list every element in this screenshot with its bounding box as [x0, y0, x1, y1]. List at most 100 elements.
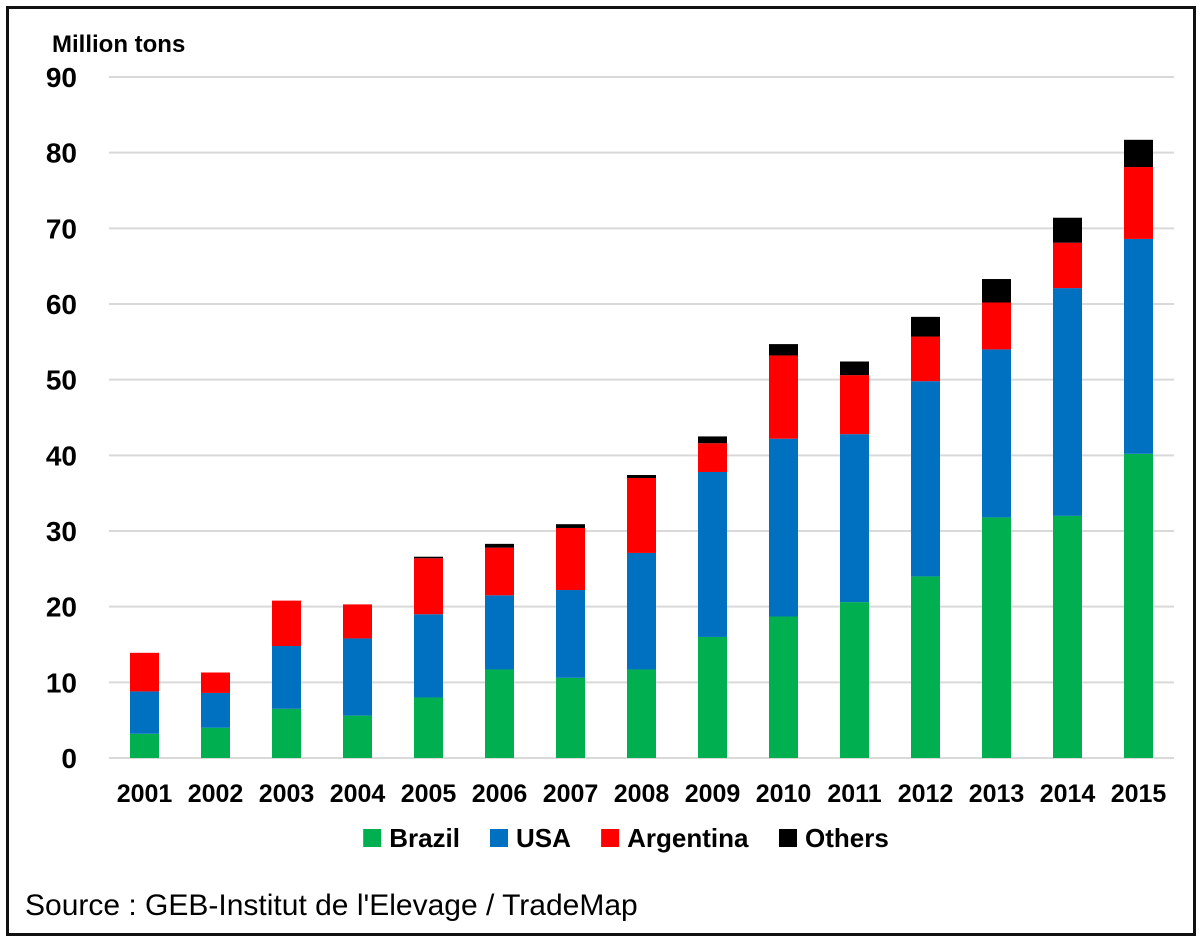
bar-usa-2013: [982, 349, 1011, 518]
bar-argentina-2009: [698, 443, 727, 472]
bar-brazil-2008: [627, 669, 656, 758]
y-tick-label: 60: [46, 289, 77, 320]
x-tick-label: 2005: [401, 780, 457, 808]
bar-usa-2010: [769, 438, 798, 617]
bar-stack-2004: [343, 604, 372, 758]
bar-usa-2007: [556, 590, 585, 678]
x-tick-label: 2013: [969, 780, 1025, 808]
bar-brazil-2013: [982, 517, 1011, 758]
bar-brazil-2005: [414, 697, 443, 758]
x-tick-label: 2003: [259, 780, 315, 808]
y-tick-label: 70: [46, 213, 77, 244]
bar-argentina-2012: [911, 336, 940, 382]
bar-usa-2006: [485, 595, 514, 670]
bar-usa-2005: [414, 614, 443, 698]
legend-label: Others: [805, 823, 889, 853]
bar-brazil-2009: [698, 636, 727, 758]
x-tick-label: 2006: [472, 780, 528, 808]
bar-others-2011: [840, 361, 869, 376]
x-tick-label: 2010: [756, 780, 812, 808]
bar-stack-2012: [911, 316, 940, 758]
bars: [130, 139, 1153, 758]
bar-argentina-2008: [627, 478, 656, 553]
y-tick-label: 80: [46, 138, 77, 169]
stacked-bar-chart: 0 10 20 30 40 50 60 70 80 90 2001 2002 2003 2004 2005…: [25, 31, 1174, 922]
x-tick-label: 2012: [898, 780, 954, 808]
bar-argentina-2001: [130, 652, 159, 692]
x-axis: 2001 2002 2003 2004 2005 2006 2007 2008 2009 2010…: [117, 780, 1167, 808]
bar-others-2012: [911, 316, 940, 337]
bar-stack-2006: [485, 543, 514, 758]
x-tick-label: 2011: [827, 780, 881, 808]
legend-label: USA: [516, 823, 571, 853]
y-tick-label: 90: [46, 62, 77, 93]
legend-swatch: [490, 829, 508, 847]
x-tick-label: 2014: [1040, 780, 1096, 808]
y-tick-label: 30: [46, 516, 77, 547]
bar-usa-2014: [1053, 288, 1082, 516]
bar-others-2013: [982, 279, 1011, 303]
x-tick-label: 2001: [117, 780, 173, 808]
bar-brazil-2007: [556, 677, 585, 758]
bar-brazil-2012: [911, 576, 940, 758]
y-axis-label: Million tons: [52, 31, 185, 58]
bar-stack-2007: [556, 524, 585, 758]
bar-others-2014: [1053, 217, 1082, 243]
bar-brazil-2004: [343, 715, 372, 758]
x-tick-label: 2008: [614, 780, 670, 808]
bar-others-2008: [627, 475, 656, 479]
bar-brazil-2006: [485, 669, 514, 758]
bar-argentina-2014: [1053, 242, 1082, 289]
bar-argentina-2010: [769, 355, 798, 439]
bar-stack-2014: [1053, 217, 1082, 758]
legend-item-usa: USA: [490, 823, 571, 853]
bar-brazil-2003: [272, 708, 301, 758]
bar-stack-2002: [201, 672, 230, 758]
bar-argentina-2011: [840, 375, 869, 435]
bar-stack-2010: [769, 344, 798, 758]
bar-others-2005: [414, 556, 443, 559]
y-tick-label: 10: [46, 667, 77, 698]
bar-usa-2015: [1124, 238, 1153, 454]
x-tick-label: 2004: [330, 780, 386, 808]
chart-frame: 0 10 20 30 40 50 60 70 80 90 2001 2002 2003 2004 2005…: [6, 6, 1196, 936]
legend-label: Brazil: [389, 823, 460, 853]
bar-stack-2001: [130, 652, 159, 758]
bar-brazil-2001: [130, 733, 159, 758]
bar-argentina-2004: [343, 604, 372, 639]
bar-stack-2008: [627, 475, 656, 758]
bar-argentina-2003: [272, 600, 301, 647]
bar-brazil-2014: [1053, 515, 1082, 758]
y-tick-label: 50: [46, 365, 77, 396]
bar-stack-2009: [698, 436, 727, 758]
bar-argentina-2007: [556, 527, 585, 591]
x-tick-label: 2009: [685, 780, 741, 808]
x-tick-label: 2002: [188, 780, 244, 808]
y-tick-label: 0: [61, 743, 77, 774]
bar-brazil-2002: [201, 727, 230, 758]
bar-brazil-2010: [769, 616, 798, 758]
bar-stack-2005: [414, 556, 443, 758]
bar-usa-2001: [130, 691, 159, 734]
bar-others-2015: [1124, 139, 1153, 168]
bar-others-2006: [485, 543, 514, 548]
bar-stack-2013: [982, 279, 1011, 758]
bar-usa-2012: [911, 381, 940, 577]
bar-argentina-2002: [201, 672, 230, 693]
bar-usa-2009: [698, 471, 727, 637]
bar-stack-2003: [272, 600, 301, 758]
x-tick-label: 2015: [1111, 780, 1167, 808]
bar-usa-2004: [343, 638, 372, 716]
source-note: Source : GEB-Institut de l'Elevage / Tra…: [25, 889, 638, 922]
bar-argentina-2005: [414, 558, 443, 615]
bar-usa-2011: [840, 434, 869, 603]
bar-argentina-2006: [485, 547, 514, 596]
legend-swatch: [779, 829, 797, 847]
bar-brazil-2015: [1124, 453, 1153, 758]
bar-others-2007: [556, 524, 585, 528]
legend: Brazil USA Argentina Others: [363, 823, 889, 853]
bar-others-2010: [769, 344, 798, 356]
bar-usa-2003: [272, 646, 301, 709]
legend-label: Argentina: [627, 823, 749, 853]
y-tick-label: 20: [46, 592, 77, 623]
